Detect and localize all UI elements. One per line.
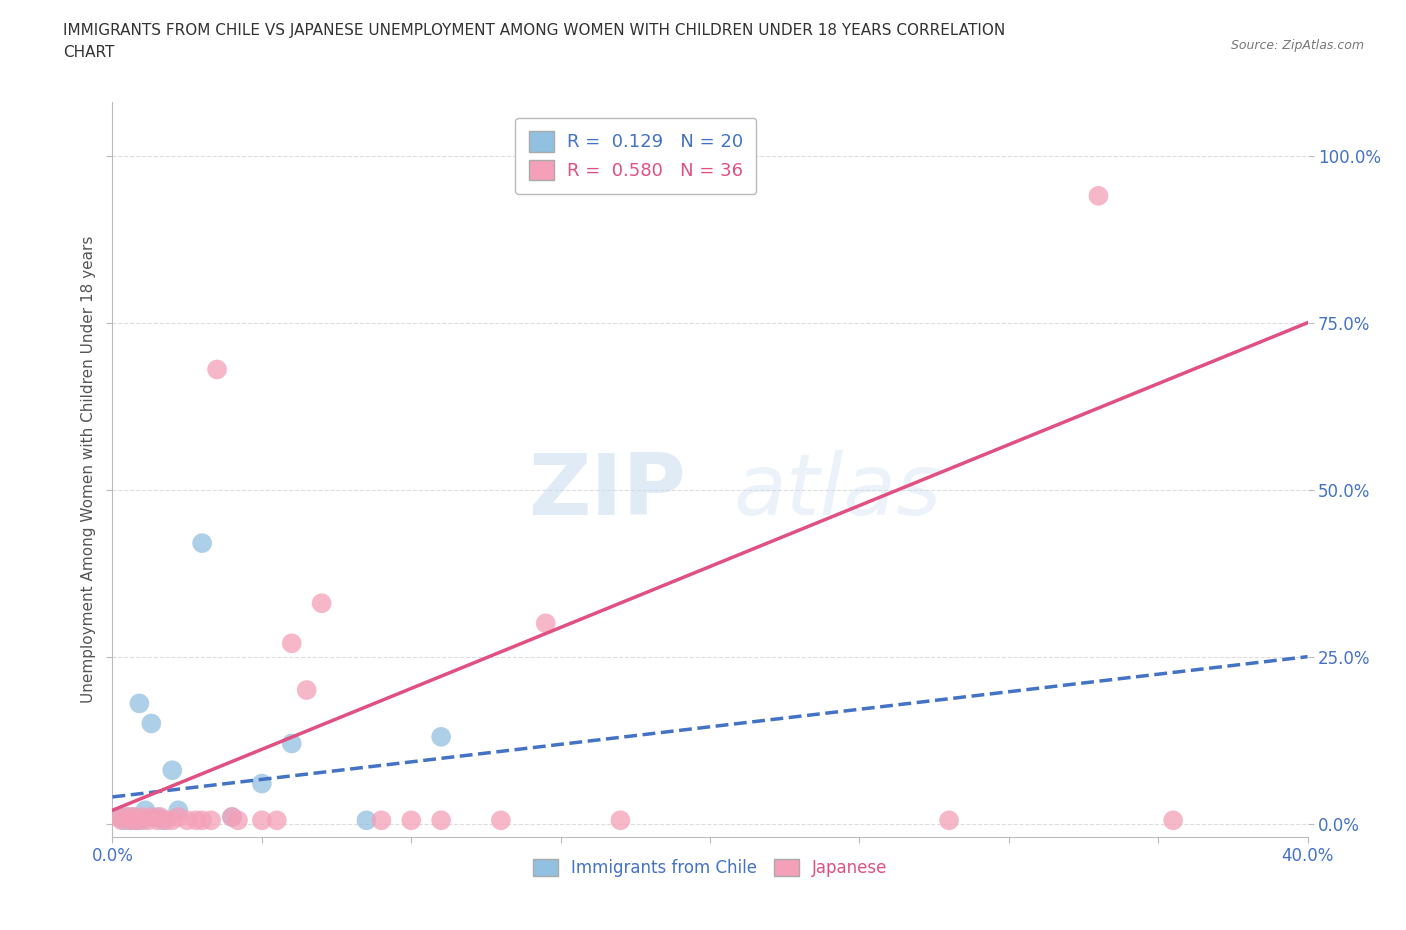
Point: [128, 813, 150, 828]
Point: [1161, 813, 1184, 828]
Point: [134, 803, 156, 817]
Point: [131, 813, 153, 828]
Point: [155, 813, 177, 828]
Point: [125, 813, 148, 828]
Point: [191, 813, 214, 828]
Point: [110, 813, 132, 828]
Text: IMMIGRANTS FROM CHILE VS JAPANESE UNEMPLOYMENT AMONG WOMEN WITH CHILDREN UNDER 1: IMMIGRANTS FROM CHILE VS JAPANESE UNEMPL…: [63, 23, 1005, 38]
Point: [107, 809, 129, 824]
Point: [186, 813, 208, 828]
Point: [266, 813, 288, 828]
Point: [141, 716, 163, 731]
Point: [125, 813, 148, 828]
Text: Source: ZipAtlas.com: Source: ZipAtlas.com: [1230, 39, 1364, 52]
Text: CHART: CHART: [63, 45, 115, 60]
Point: [205, 362, 228, 377]
Point: [295, 683, 318, 698]
Point: [152, 813, 174, 828]
Point: [122, 809, 145, 824]
Point: [250, 813, 273, 828]
Point: [221, 809, 243, 824]
Point: [117, 809, 139, 824]
Text: ZIP: ZIP: [529, 450, 686, 533]
Point: [281, 636, 304, 651]
Point: [176, 813, 198, 828]
Point: [1087, 189, 1109, 204]
Point: [149, 809, 172, 824]
Point: [938, 813, 960, 828]
Point: [281, 736, 304, 751]
Y-axis label: Unemployment Among Women with Children Under 18 years: Unemployment Among Women with Children U…: [80, 236, 96, 703]
Point: [430, 813, 453, 828]
Point: [250, 777, 273, 791]
Point: [221, 809, 243, 824]
Point: [120, 813, 142, 828]
Point: [430, 729, 453, 744]
Point: [609, 813, 631, 828]
Text: atlas: atlas: [734, 450, 942, 533]
Point: [138, 813, 160, 828]
Point: [117, 809, 139, 824]
Point: [167, 809, 190, 824]
Point: [120, 813, 142, 828]
Point: [122, 809, 145, 824]
Point: [162, 813, 183, 828]
Point: [356, 813, 378, 828]
Point: [167, 803, 190, 817]
Point: [146, 809, 169, 824]
Point: [131, 809, 153, 824]
Point: [534, 616, 557, 631]
Point: [401, 813, 423, 828]
Point: [226, 813, 249, 828]
Point: [311, 596, 333, 611]
Point: [146, 813, 169, 828]
Point: [114, 813, 135, 828]
Point: [141, 809, 163, 824]
Point: [200, 813, 222, 828]
Point: [489, 813, 512, 828]
Point: [191, 536, 214, 551]
Point: [107, 809, 129, 824]
Point: [370, 813, 392, 828]
Point: [162, 763, 183, 777]
Point: [128, 696, 150, 711]
Legend: Immigrants from Chile, Japanese: Immigrants from Chile, Japanese: [526, 852, 894, 883]
